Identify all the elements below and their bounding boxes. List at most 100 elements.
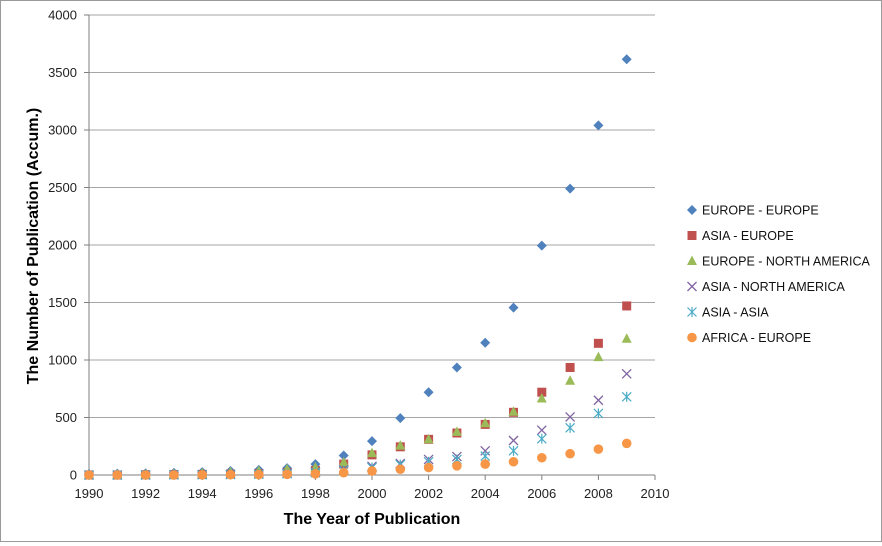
data-point <box>480 337 491 348</box>
data-point <box>593 408 604 419</box>
series-2 <box>84 333 632 479</box>
data-point <box>282 469 292 480</box>
data-point <box>451 362 462 373</box>
y-tick-label: 0 <box>70 468 77 483</box>
y-tick-label: 3000 <box>48 123 77 138</box>
series-3 <box>84 368 632 480</box>
data-point <box>565 411 576 422</box>
data-point <box>197 470 207 480</box>
data-point <box>621 391 632 402</box>
legend-marker <box>687 231 697 240</box>
data-point <box>423 433 434 444</box>
data-point <box>593 444 604 454</box>
data-point <box>622 301 632 311</box>
legend-item: EUROPE - NORTH AMERICA <box>687 255 871 269</box>
legend-label: ASIA - EUROPE <box>702 229 794 243</box>
legend-item: EUROPE - EUROPE <box>687 204 819 218</box>
data-point <box>565 362 575 372</box>
data-point <box>338 450 349 461</box>
data-point <box>593 338 603 348</box>
data-point <box>593 351 604 362</box>
data-point <box>621 438 632 449</box>
legend-label: EUROPE - EUROPE <box>702 204 819 218</box>
legend-marker <box>687 281 697 292</box>
data-point <box>537 387 547 397</box>
y-tick-label: 2500 <box>48 180 77 195</box>
x-tick-label: 2002 <box>414 486 443 501</box>
legend-label: AFRICA - EUROPE <box>702 331 811 345</box>
series-0 <box>84 54 632 479</box>
data-point <box>451 426 462 436</box>
gridlines <box>89 14 655 418</box>
data-point <box>621 368 632 379</box>
x-tick-label: 2004 <box>471 486 500 501</box>
legend-label: EUROPE - NORTH AMERICA <box>702 255 871 269</box>
series-5 <box>84 438 632 480</box>
legend-marker <box>687 332 697 343</box>
y-tick-label: 1000 <box>48 353 77 368</box>
data-point <box>565 422 576 433</box>
data-point <box>508 302 519 313</box>
legend-marker <box>687 205 697 215</box>
axes <box>84 14 656 480</box>
data-point <box>423 462 434 473</box>
legend-item: ASIA - ASIA <box>687 306 769 320</box>
data-point <box>395 440 406 450</box>
legend-marker <box>687 255 697 265</box>
x-tick-label: 1992 <box>131 486 160 501</box>
data-point <box>112 470 123 480</box>
data-point <box>338 467 349 478</box>
x-tick-label: 2006 <box>527 486 556 501</box>
legend-item: AFRICA - EUROPE <box>687 331 811 345</box>
data-point <box>621 333 632 343</box>
legend-label: ASIA - ASIA <box>702 306 769 320</box>
series-4 <box>84 391 632 480</box>
y-tick-label: 1500 <box>48 295 77 310</box>
data-point <box>367 466 377 476</box>
data-point <box>565 375 576 385</box>
data-point <box>423 387 434 398</box>
legend-item: ASIA - EUROPE <box>687 229 794 243</box>
x-tick-label: 2010 <box>641 486 670 501</box>
data-point <box>338 456 349 467</box>
y-tick-label: 500 <box>55 410 77 425</box>
data-point <box>537 452 547 463</box>
x-tick-label: 2008 <box>584 486 613 501</box>
legend-item: ASIA - NORTH AMERICA <box>687 280 846 294</box>
data-point <box>565 183 576 194</box>
legend: EUROPE - EUROPE ASIA - EUROPE EUROPE - NOR… <box>687 204 871 345</box>
series-1 <box>84 301 632 480</box>
y-axis-title: The Number of Publication (Accum.) <box>25 108 42 384</box>
data-point <box>536 425 547 436</box>
data-point <box>621 54 632 65</box>
data-point <box>253 469 264 480</box>
data-point <box>536 240 547 251</box>
y-tick-label: 4000 <box>48 8 77 23</box>
legend-marker <box>687 307 697 317</box>
data-point <box>452 461 462 471</box>
x-tick-label: 1996 <box>244 486 273 501</box>
data-point <box>225 469 236 480</box>
data-points <box>84 54 632 480</box>
data-point <box>536 393 547 403</box>
data-point <box>565 448 575 459</box>
y-tick-label: 3500 <box>48 65 77 80</box>
data-point <box>310 469 321 479</box>
data-point <box>593 395 604 406</box>
data-point <box>508 456 519 467</box>
data-point <box>367 436 377 447</box>
x-tick-label: 1994 <box>188 486 217 501</box>
legend-label: ASIA - NORTH AMERICA <box>702 280 846 294</box>
data-point <box>536 433 547 444</box>
x-tick-label: 1998 <box>301 486 330 501</box>
data-point <box>593 120 604 131</box>
data-point <box>480 417 491 428</box>
data-point <box>169 470 179 480</box>
data-point <box>508 435 519 446</box>
data-point <box>508 406 519 416</box>
data-point <box>395 464 406 475</box>
x-tick-labels: 1990 1992 1994 1996 1998 2000 2002 2004 2006 2008… <box>75 486 670 501</box>
data-point <box>140 470 151 480</box>
